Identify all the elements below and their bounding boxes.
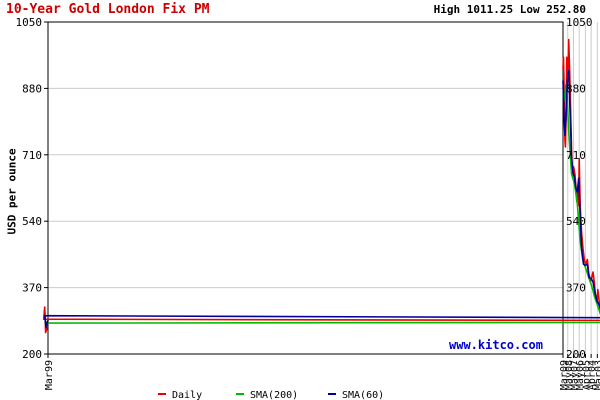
y-tick-label: 710	[22, 149, 42, 162]
y-tick-labels-right: 200 370 540 710 880 1050	[566, 16, 593, 361]
y-tick-label: 200	[22, 348, 42, 361]
x-tick-label: May07	[569, 360, 580, 390]
legend: Daily SMA(200) SMA(60)	[158, 390, 384, 400]
x-tick-label: May06	[575, 360, 586, 390]
x-tick-label: Apr04	[587, 360, 598, 390]
y-tick-label: 540	[566, 215, 586, 228]
legend-label-sma-200: SMA(200)	[250, 390, 298, 400]
legend-label-sma-60: SMA(60)	[342, 390, 384, 400]
y-tick-label: 200	[566, 348, 586, 361]
y-tick-label: 540	[22, 215, 42, 228]
series-line-sma-60	[43, 70, 600, 329]
x-tick-label: Mar99	[44, 360, 55, 390]
y-tick-label: 1050	[16, 16, 43, 29]
y-tick-label: 370	[22, 282, 42, 295]
y-tick-label: 710	[566, 149, 586, 162]
plot-frame	[47, 21, 564, 355]
legend-label-daily: Daily	[172, 390, 202, 400]
y-tick-label: 370	[566, 282, 586, 295]
x-tick-label: Mar09	[559, 360, 570, 390]
series-line-sma-200	[44, 83, 600, 324]
grid-lines	[47, 21, 598, 355]
high-low-readout: High 1011.25 Low 252.80	[433, 3, 586, 16]
y-tick-label: 880	[22, 82, 42, 95]
x-tick-label: Mar03	[593, 360, 600, 390]
y-axis-label: USD per ounce	[5, 148, 19, 235]
x-tick-labels: Mar99Mar00Mar01Mar02Mar03Apr04Apr05May06…	[44, 354, 600, 390]
series-lines	[42, 38, 600, 334]
chart-title: 10-Year Gold London Fix PM	[6, 2, 210, 17]
y-tick-labels-left: 200 370 540 710 880 1050	[16, 16, 48, 361]
x-tick-label: May08	[564, 360, 575, 390]
x-tick-label: Apr05	[581, 360, 592, 390]
y-tick-label: 1050	[566, 16, 593, 29]
y-tick-label: 880	[566, 82, 586, 95]
watermark-text: www.kitco.com	[449, 338, 543, 352]
series-line-daily	[42, 38, 600, 334]
